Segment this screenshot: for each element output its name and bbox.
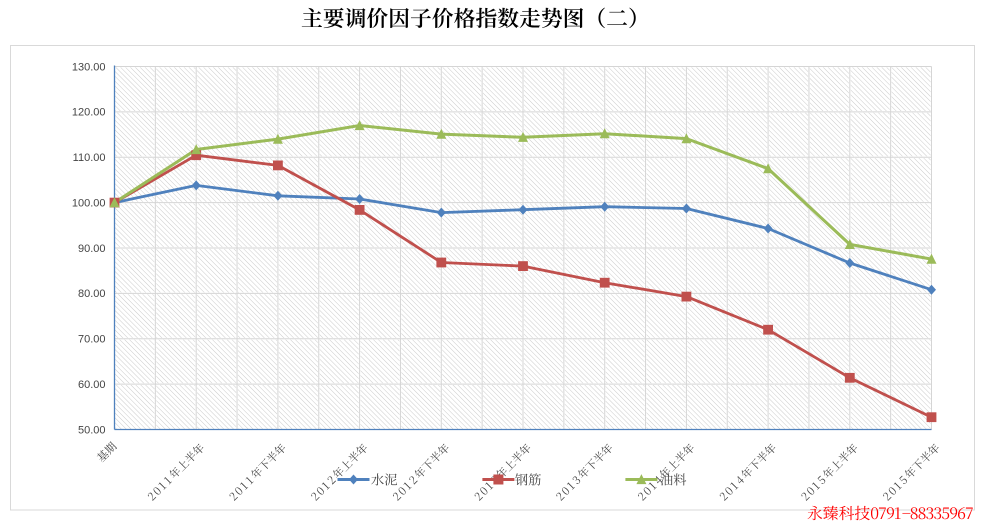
svg-text:70.00: 70.00 [78,334,106,346]
svg-text:50.00: 50.00 [78,424,106,436]
svg-text:110.00: 110.00 [73,152,106,164]
svg-text:90.00: 90.00 [78,243,106,255]
svg-text:120.00: 120.00 [72,107,106,119]
svg-text:130.00: 130.00 [72,61,106,73]
svg-text:80.00: 80.00 [78,288,106,300]
svg-text:60.00: 60.00 [78,379,106,391]
svg-text:100.00: 100.00 [72,197,106,209]
